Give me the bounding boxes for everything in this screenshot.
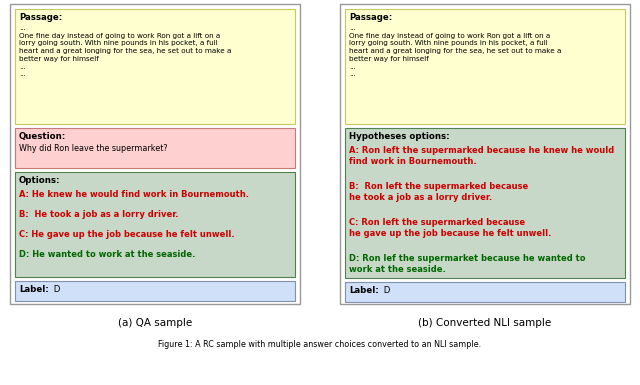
- Text: Passage:: Passage:: [19, 13, 62, 22]
- Text: A: He knew he would find work in Bournemouth.: A: He knew he would find work in Bournem…: [19, 190, 249, 199]
- Text: (a) QA sample: (a) QA sample: [118, 318, 192, 328]
- Text: D: He wanted to work at the seaside.: D: He wanted to work at the seaside.: [19, 250, 195, 259]
- Bar: [10, 4, 300, 304]
- Text: Label:: Label:: [19, 285, 49, 294]
- Text: Passage:: Passage:: [349, 13, 392, 22]
- Text: Question:: Question:: [19, 132, 67, 141]
- Text: Hypotheses options:: Hypotheses options:: [349, 132, 450, 141]
- Text: D: D: [381, 286, 390, 295]
- Text: D: D: [51, 285, 60, 294]
- Bar: [345, 128, 625, 278]
- Bar: [340, 4, 630, 304]
- Text: Label:: Label:: [349, 286, 379, 295]
- Text: D: Ron lef the supermarket because he wanted to
work at the seaside.: D: Ron lef the supermarket because he wa…: [349, 254, 586, 274]
- Bar: [345, 9, 625, 124]
- Bar: [15, 281, 295, 301]
- Bar: [15, 172, 295, 277]
- Text: A: Ron left the supermarked because he knew he would
find work in Bournemouth.: A: Ron left the supermarked because he k…: [349, 146, 614, 166]
- Text: B:  Ron left the supermarked because
he took a job as a lorry driver.: B: Ron left the supermarked because he t…: [349, 182, 528, 202]
- Text: C: He gave up the job because he felt unwell.: C: He gave up the job because he felt un…: [19, 230, 235, 239]
- Bar: [15, 128, 295, 168]
- Text: Options:: Options:: [19, 176, 61, 185]
- Text: ...
One fine day instead of going to work Ron got a lift on a
lorry going south.: ... One fine day instead of going to wor…: [349, 25, 561, 77]
- Bar: [345, 282, 625, 302]
- Text: (b) Converted NLI sample: (b) Converted NLI sample: [419, 318, 552, 328]
- Bar: [15, 9, 295, 124]
- Text: Figure 1: A RC sample with multiple answer choices converted to an NLI sample.: Figure 1: A RC sample with multiple answ…: [159, 340, 481, 349]
- Text: B:  He took a job as a lorry driver.: B: He took a job as a lorry driver.: [19, 210, 179, 219]
- Text: ...
One fine day instead of going to work Ron got a lift on a
lorry going south.: ... One fine day instead of going to wor…: [19, 25, 232, 77]
- Text: Why did Ron leave the supermarket?: Why did Ron leave the supermarket?: [19, 144, 168, 153]
- Text: C: Ron left the supermarked because
he gave up the job because he felt unwell.: C: Ron left the supermarked because he g…: [349, 218, 552, 238]
